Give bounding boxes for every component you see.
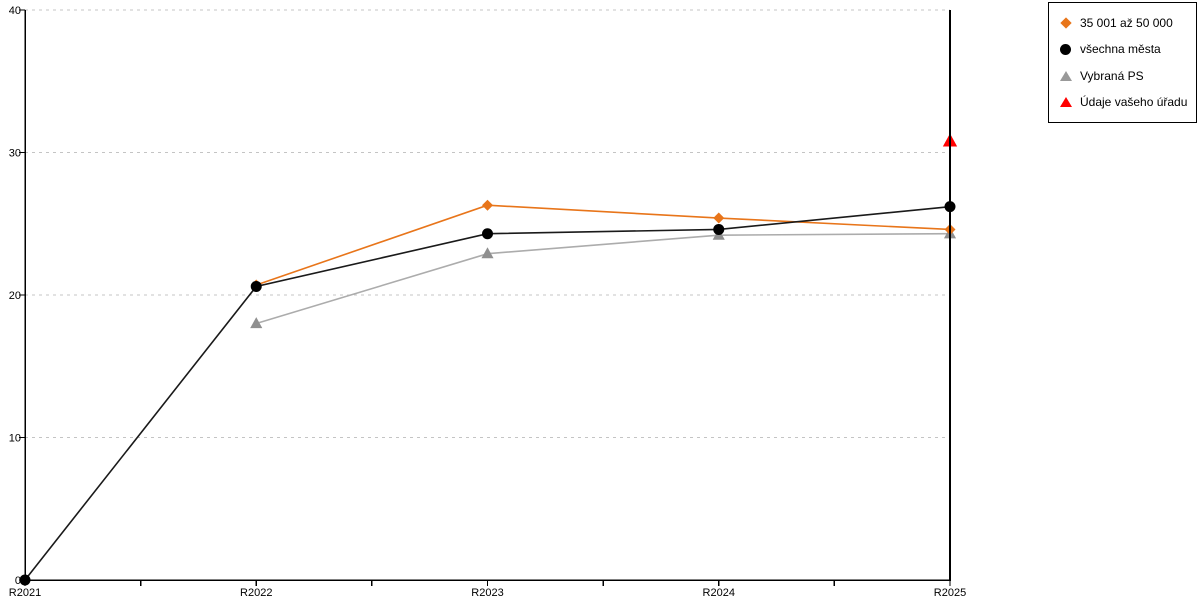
y-axis-labels: 0 10 20 30 40 [9,5,21,587]
legend-item-35001-az-50000: 35 001 až 50 000 [1059,13,1192,33]
legend-item-vybrana-ps: Vybraná PS [1059,66,1192,86]
legend-item-label: Vybraná PS [1080,68,1144,83]
legend-item-udaje-vaseho-uradu: Údaje vašeho úřadu [1059,92,1192,112]
legend: 35 001 až 50 000 všechna města Vybraná P… [1048,2,1197,123]
svg-text:R2022: R2022 [240,587,272,599]
triangle-marker-icon [1059,70,1072,81]
legend-item-label: Údaje vašeho úřadu [1080,94,1188,109]
svg-text:0: 0 [15,575,21,587]
axis-ticks [19,9,951,586]
series-vsechna-mesta [19,201,956,586]
x-axis-labels: R2021 R2022 R2023 R2024 R2025 [9,587,966,599]
circle-marker-icon [1059,43,1072,55]
legend-item-label: všechna města [1080,42,1161,57]
legend-item-label: 35 001 až 50 000 [1080,16,1173,31]
legend-item-vsechna-mesta: všechna města [1059,39,1192,59]
svg-text:20: 20 [9,290,21,302]
gridlines [25,9,950,438]
svg-text:R2023: R2023 [471,587,503,599]
svg-text:40: 40 [9,5,21,17]
svg-text:R2021: R2021 [9,587,41,599]
svg-text:R2024: R2024 [703,587,735,599]
diamond-marker-icon [1059,17,1072,29]
svg-text:30: 30 [9,148,21,160]
svg-text:10: 10 [9,433,21,445]
red-triangle-marker-icon [1059,96,1072,107]
svg-text:R2025: R2025 [934,587,966,599]
series-vybrana-ps [250,227,957,329]
